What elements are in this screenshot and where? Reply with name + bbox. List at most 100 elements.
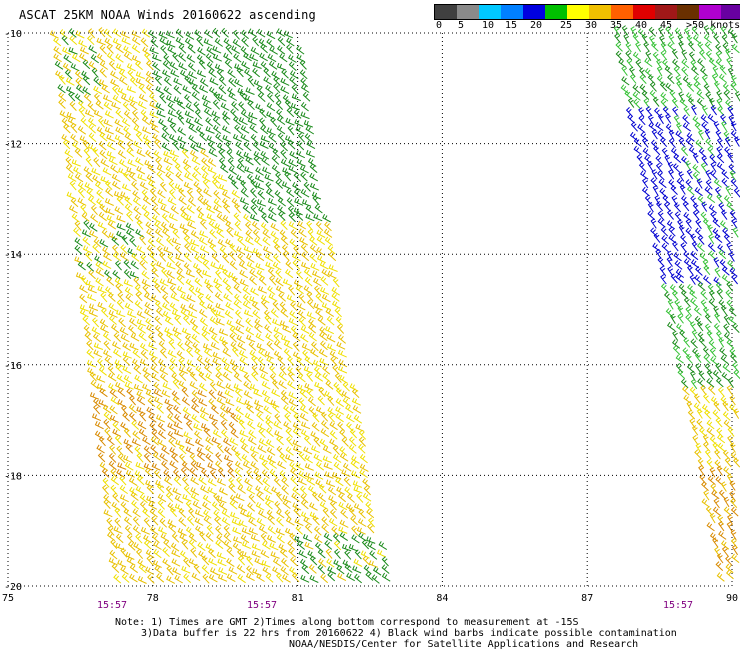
wind-barb — [298, 293, 306, 304]
wind-barb — [116, 230, 126, 239]
wind-barb — [92, 174, 101, 184]
wind-barb — [303, 366, 313, 374]
wind-barb — [706, 427, 715, 437]
wind-barb — [660, 274, 667, 285]
wind-barb — [135, 229, 144, 238]
wind-barb — [191, 397, 199, 408]
wind-barb — [232, 116, 242, 126]
wind-barb — [305, 125, 315, 135]
wind-barb — [216, 380, 226, 390]
wind-barb — [197, 541, 206, 552]
wind-barb — [227, 468, 236, 478]
wind-barb — [249, 349, 258, 360]
wind-barb — [85, 156, 93, 167]
wind-barb — [116, 223, 126, 231]
wind-barb — [317, 492, 326, 503]
wind-barb — [151, 267, 159, 278]
wind-barb — [669, 89, 677, 101]
wind-barb — [230, 179, 239, 190]
wind-barb — [327, 244, 336, 255]
wind-barb — [104, 198, 114, 206]
wind-barb — [207, 141, 217, 151]
wind-barb — [139, 358, 150, 367]
wind-barb — [107, 365, 116, 376]
wind-barb — [228, 483, 236, 494]
wind-barb — [294, 197, 304, 206]
wind-barb — [82, 245, 93, 254]
wind-barb — [154, 300, 163, 310]
wind-barb — [717, 243, 726, 254]
wind-barb — [274, 92, 282, 103]
wind-barb — [248, 111, 258, 120]
wind-barb — [131, 420, 140, 430]
wind-barb — [231, 197, 240, 208]
wind-barb — [197, 46, 206, 56]
wind-barb — [120, 94, 130, 103]
wind-barb — [704, 41, 713, 52]
wind-barb — [240, 109, 250, 119]
wind-barb — [167, 116, 177, 125]
wind-barb — [709, 153, 717, 164]
wind-barb — [188, 558, 198, 567]
wind-barb — [199, 131, 208, 142]
wind-barb — [689, 274, 696, 285]
wind-barb — [157, 438, 167, 448]
wind-barb — [169, 61, 179, 71]
wind-barb — [270, 230, 279, 240]
wind-barb — [190, 476, 199, 486]
wind-barb — [686, 185, 695, 196]
wind-barb — [224, 389, 234, 398]
wind-barb — [647, 114, 654, 125]
wind-barb — [141, 189, 149, 200]
wind-barb — [174, 503, 184, 512]
wind-barb — [318, 386, 326, 397]
wind-barb — [136, 406, 146, 415]
wind-barb — [258, 525, 268, 534]
wind-barb — [703, 354, 711, 364]
wind-barb — [131, 117, 140, 128]
wind-barb — [147, 397, 156, 407]
wind-barb — [352, 480, 362, 488]
wind-barb — [74, 69, 83, 80]
wind-barb — [85, 172, 94, 183]
wind-barb — [121, 234, 129, 246]
wind-barb — [167, 277, 177, 286]
wind-barb — [185, 420, 193, 431]
wind-barb — [718, 337, 725, 348]
wind-barb — [698, 49, 707, 60]
wind-barb — [704, 449, 712, 460]
wind-barb — [292, 259, 301, 270]
wind-barb — [244, 412, 254, 422]
wind-barb — [272, 557, 282, 567]
wind-barb — [215, 269, 222, 280]
wind-barb — [256, 199, 267, 207]
wind-barb — [728, 114, 735, 126]
wind-barb — [115, 108, 124, 119]
wind-barb — [644, 57, 653, 68]
wind-barb — [108, 60, 117, 71]
wind-barb — [352, 565, 362, 574]
wind-barb — [172, 326, 182, 335]
wind-barb — [117, 453, 126, 464]
wind-barb — [245, 572, 255, 582]
wind-barb — [246, 485, 256, 495]
wind-barb — [243, 151, 253, 160]
wind-barb — [705, 505, 713, 516]
wind-barb — [119, 326, 129, 336]
wind-barb — [178, 371, 187, 381]
wind-barb — [321, 516, 329, 527]
wind-barb — [291, 252, 301, 262]
wind-barb — [225, 285, 233, 295]
wind-barb — [671, 290, 679, 301]
wind-barb — [677, 305, 684, 316]
wind-barb — [157, 499, 165, 510]
wind-barb — [196, 142, 206, 151]
wind-barb — [668, 234, 677, 244]
colorbar-swatch — [479, 5, 501, 19]
wind-barb — [163, 150, 173, 159]
wind-barb — [201, 325, 211, 335]
wind-barb — [683, 337, 691, 348]
wind-barb — [697, 331, 705, 342]
wind-barb — [722, 227, 730, 238]
wind-barb — [700, 162, 708, 173]
